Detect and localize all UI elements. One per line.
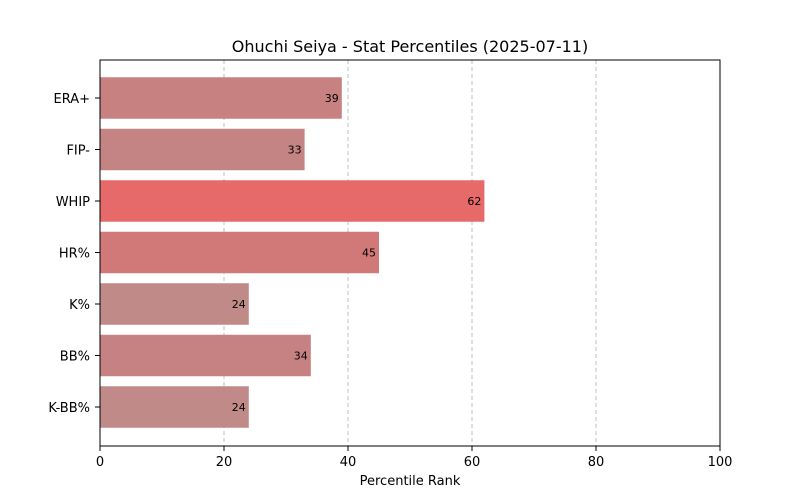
bar-fip	[100, 128, 305, 171]
y-tick-label: K-BB%	[48, 401, 90, 416]
y-axis-ticks: ERA+ FIP- WHIP HR% K% BB% K-BB%	[48, 92, 100, 416]
y-tick-label: BB%	[60, 350, 90, 365]
bar-bb	[100, 334, 311, 377]
bars: 39 33 62 45 24 34 24	[100, 77, 485, 428]
chart-title: Ohuchi Seiya - Stat Percentiles (2025-07…	[232, 37, 588, 56]
bar-value-label: 45	[362, 247, 376, 260]
bar-k	[100, 283, 249, 325]
bar-value-label: 24	[232, 298, 246, 311]
bar-hr	[100, 231, 379, 274]
bar-era	[100, 77, 342, 119]
x-axis-ticks: 0 20 40 60 80 100	[96, 446, 733, 470]
bar-value-label: 24	[232, 401, 246, 414]
x-tick-label: 80	[588, 455, 605, 470]
y-tick-label: WHIP	[56, 195, 90, 210]
bar-value-label: 39	[325, 92, 339, 105]
y-tick-label: K%	[69, 298, 90, 313]
y-tick-label: ERA+	[53, 92, 90, 107]
x-axis-label: Percentile Rank	[360, 474, 461, 489]
x-tick-label: 60	[464, 455, 481, 470]
bar-value-label: 34	[294, 350, 308, 363]
bar-value-label: 33	[288, 144, 302, 157]
x-tick-label: 0	[96, 455, 104, 470]
x-tick-label: 20	[216, 455, 233, 470]
x-tick-label: 40	[340, 455, 357, 470]
bar-whip	[100, 180, 485, 222]
bar-k-bb	[100, 386, 249, 428]
bar-value-label: 62	[467, 195, 481, 208]
x-tick-label: 100	[708, 455, 733, 470]
y-tick-label: HR%	[59, 247, 90, 262]
y-tick-label: FIP-	[66, 144, 90, 159]
